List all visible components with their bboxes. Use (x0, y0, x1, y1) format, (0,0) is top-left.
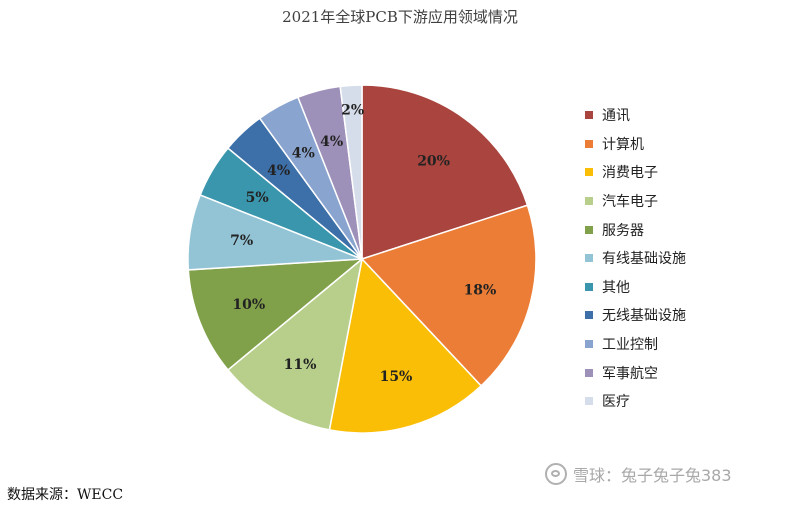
chart-legend: 通讯计算机消费电子汽车电子服务器有线基础设施 其他无线基础设施 工业控制军事航空医疗 (585, 101, 686, 416)
slice-label-2: 18% (464, 282, 497, 298)
slice-label-9: 4% (292, 145, 315, 161)
legend-label-3: 消费电子 (602, 165, 658, 182)
legend-swatch-9 (585, 340, 593, 349)
slice-label-1: 20% (417, 153, 450, 169)
legend-item-7: 其他 (585, 273, 686, 302)
legend-item-3: 消费电子 (585, 158, 686, 187)
watermark: 雪球：兔子兔子兔383 (545, 462, 732, 486)
legend-label-5: 服务器 (602, 222, 644, 239)
legend-label-8: 无线基础设施 (602, 308, 686, 325)
slice-label-4: 11% (284, 357, 317, 373)
legend-label-9: 工业控制 (602, 337, 658, 354)
legend-swatch-6 (585, 254, 593, 263)
legend-swatch-5 (585, 225, 593, 234)
slice-label-5: 10% (232, 297, 265, 313)
slice-label-3: 15% (380, 369, 413, 385)
pie-slice-4 (226, 257, 364, 431)
legend-item-1: 通讯 (585, 101, 686, 130)
chart-title: 2021年全球PCB下游应用领域情况 (282, 8, 518, 26)
legend-label-4: 汽车电子 (602, 194, 658, 211)
legend-label-6: 有线基础设施 (602, 251, 686, 268)
slice-label-6: 7% (230, 233, 253, 249)
legend-swatch-7 (585, 282, 593, 291)
legend-item-6: 有线基础设施 (585, 244, 686, 273)
pie-slice-2 (360, 204, 537, 387)
legend-label-10: 军事航空 (602, 365, 658, 382)
legend-item-5: 服务器 (585, 215, 686, 244)
slice-label-7: 5% (246, 190, 269, 206)
legend-swatch-1 (585, 111, 593, 120)
legend-label-11: 医疗 (602, 394, 630, 411)
legend-label-7: 其他 (602, 279, 630, 296)
legend-item-4: 汽车电子 (585, 187, 686, 216)
legend-item-9: 工业控制 (585, 330, 686, 359)
legend-swatch-11 (585, 397, 593, 406)
pie-slice-3 (328, 257, 483, 434)
watermark-text: 雪球：兔子兔子兔383 (573, 466, 732, 485)
legend-swatch-2 (585, 139, 593, 148)
slice-label-11: 2% (341, 103, 364, 119)
legend-swatch-10 (585, 368, 593, 377)
legend-item-11: 医疗 (585, 387, 686, 416)
snowball-logo-icon (545, 463, 567, 485)
source-note: 数据来源：WECC (7, 487, 124, 503)
legend-item-2: 计算机 (585, 130, 686, 159)
legend-swatch-3 (585, 168, 593, 177)
pie-slice-1 (361, 84, 529, 261)
legend-label-2: 计算机 (602, 136, 644, 153)
legend-label-1: 通讯 (602, 108, 630, 125)
pie-slice-11 (339, 84, 363, 260)
slice-label-10: 4% (320, 134, 343, 150)
legend-item-10: 军事航空 (585, 358, 686, 387)
legend-swatch-8 (585, 311, 593, 320)
pie-slice-5 (187, 258, 365, 371)
legend-item-8: 无线基础设施 (585, 301, 686, 330)
slice-label-8: 4% (267, 163, 290, 179)
legend-swatch-4 (585, 197, 593, 206)
